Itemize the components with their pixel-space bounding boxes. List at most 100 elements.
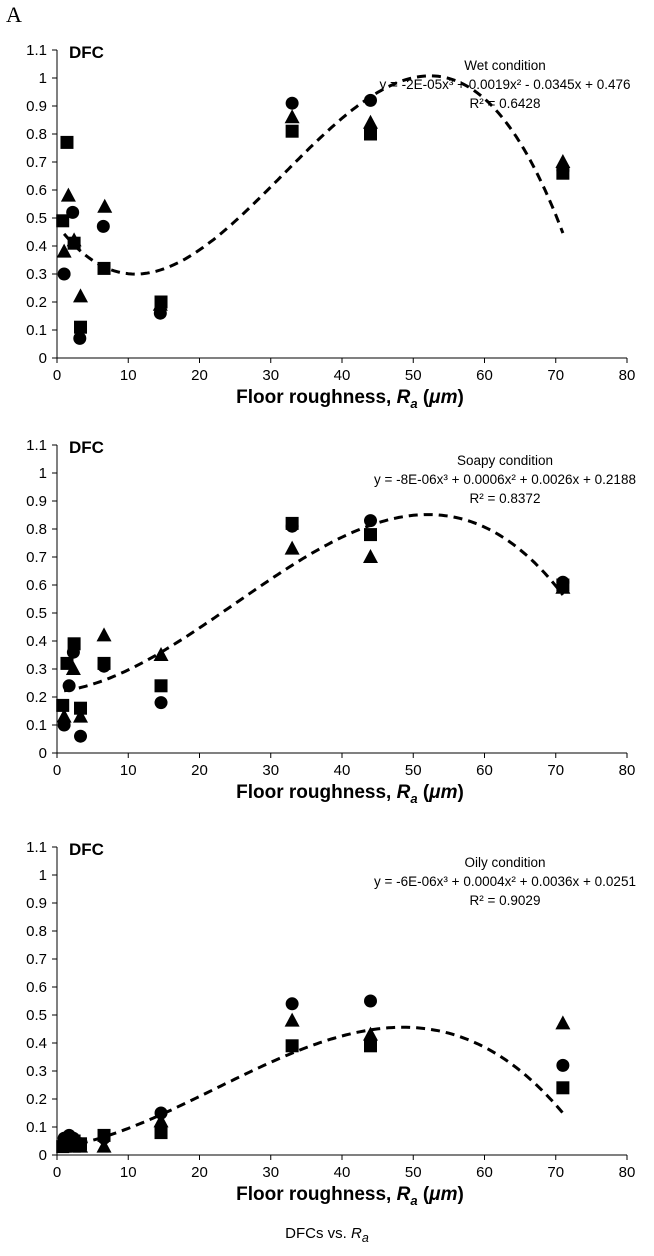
y-tick-label: 0.5 <box>26 210 47 227</box>
x-tick-label: 10 <box>120 367 137 384</box>
y-tick-label: 0.4 <box>26 633 47 650</box>
square-marker <box>556 1081 570 1095</box>
triangle-marker <box>555 154 571 168</box>
y-tick-label: 0.2 <box>26 689 47 706</box>
r-squared-label: R² = 0.8372 <box>470 491 541 506</box>
x-tick-label: 20 <box>191 367 208 384</box>
y-axis-label: DFC <box>69 438 104 457</box>
x-tick-label: 30 <box>262 1164 279 1181</box>
triangle-marker <box>153 647 169 661</box>
triangle-marker <box>96 627 112 642</box>
x-tick-label: 60 <box>476 1164 493 1181</box>
chart-soapy: 0 0.1 0.2 0.3 0.4 0.5 0.6 0.7 0.8 0.9 1 1.1 0 10 20 30 4… <box>0 425 654 805</box>
circle-marker <box>73 331 87 345</box>
circle-marker <box>96 219 110 233</box>
y-tick-label: 0.4 <box>26 238 47 255</box>
triangle-marker <box>60 187 76 202</box>
square-marker <box>56 698 70 712</box>
triangle-marker <box>363 114 378 129</box>
x-tick-label: 0 <box>53 367 61 384</box>
circle-marker <box>285 997 299 1011</box>
x-tick-label: 40 <box>334 1164 351 1181</box>
x-tick-label: 20 <box>191 1164 208 1181</box>
y-tick-label: 0.9 <box>26 493 47 510</box>
trend-line <box>63 1025 565 1149</box>
x-tick-label: 50 <box>405 762 422 779</box>
triangle-marker <box>284 540 300 555</box>
x-tick-label: 10 <box>120 762 137 779</box>
y-tick-label: 0.2 <box>26 1091 47 1108</box>
x-axis-label: Floor roughness, Ra (μm) <box>236 387 464 410</box>
chart-oily: 0 0.1 0.2 0.3 0.4 0.5 0.6 0.7 0.8 0.9 1 1.1 0 10 20 30 4… <box>0 827 654 1207</box>
triangle-marker <box>153 1113 169 1128</box>
y-tick-label: 0.6 <box>26 577 47 594</box>
panel-label: A <box>6 2 22 27</box>
y-tick-label: 1 <box>39 70 47 87</box>
square-marker <box>285 124 299 138</box>
x-tick-label: 40 <box>334 367 351 384</box>
x-tick-label: 50 <box>405 367 422 384</box>
trend-line <box>62 74 565 276</box>
y-tick-label: 0 <box>39 350 47 367</box>
x-tick-label: 0 <box>53 1164 61 1181</box>
y-tick-label: 0.6 <box>26 979 47 996</box>
circle-marker <box>57 267 71 281</box>
triangle-marker <box>363 1026 378 1041</box>
triangle-marker <box>66 232 82 247</box>
square-marker <box>74 701 88 715</box>
triangle-marker <box>96 1138 112 1153</box>
circle-marker <box>154 696 168 710</box>
y-tick-label: 0.1 <box>26 717 47 734</box>
triangle-marker <box>97 198 113 213</box>
triangle-marker <box>56 243 72 258</box>
circle-marker <box>364 514 377 528</box>
trend-equation: y = -2E-05x³ + 0.0019x² - 0.0345x + 0.47… <box>379 77 630 92</box>
y-tick-label: 0.1 <box>26 1119 47 1136</box>
square-marker <box>364 1039 377 1053</box>
trend-equation: y = -8E-06x³ + 0.0006x² + 0.0026x + 0.21… <box>374 472 636 487</box>
x-tick-label: 10 <box>120 1164 137 1181</box>
square-marker <box>556 166 570 180</box>
x-tick-label: 30 <box>262 367 279 384</box>
x-axis-label: Floor roughness, Ra (μm) <box>236 1184 464 1207</box>
square-marker <box>154 679 168 693</box>
triangle-marker <box>555 579 571 594</box>
r-squared-label: R² = 0.6428 <box>470 96 541 111</box>
y-tick-label: 0.1 <box>26 322 47 339</box>
circle-marker <box>364 994 377 1008</box>
square-marker <box>56 214 70 228</box>
triangle-marker <box>73 708 89 723</box>
triangle-marker <box>363 549 378 563</box>
y-tick-label: 1 <box>39 465 47 482</box>
triangle-marker <box>555 1015 571 1030</box>
triangle-marker <box>65 661 81 675</box>
square-marker <box>285 1039 299 1053</box>
r-squared-label: R² = 0.9029 <box>470 893 541 908</box>
chart-wet: 0 0.1 0.2 0.3 0.4 0.5 0.6 0.7 0.8 0.9 1 1.1 0 10 20 30 4… <box>0 30 654 410</box>
y-tick-label: 1.1 <box>26 437 47 454</box>
y-tick-label: 0.2 <box>26 294 47 311</box>
condition-label: Soapy condition <box>457 453 553 468</box>
condition-label: Wet condition <box>464 58 546 73</box>
y-tick-label: 0.6 <box>26 182 47 199</box>
y-tick-label: 0.8 <box>26 521 47 538</box>
y-tick-label: 0 <box>39 1147 47 1164</box>
trend-line <box>63 513 565 693</box>
x-axis-label: Floor roughness, Ra (μm) <box>236 782 464 805</box>
y-tick-label: 0.3 <box>26 661 47 678</box>
y-tick-label: 0.7 <box>26 951 47 968</box>
triangle-marker <box>152 296 168 311</box>
figure-caption: DFCs vs. Ra <box>285 1225 369 1245</box>
x-tick-label: 60 <box>476 367 493 384</box>
x-tick-label: 80 <box>619 367 636 384</box>
x-tick-label: 0 <box>53 762 61 779</box>
y-tick-label: 0.7 <box>26 549 47 566</box>
triangle-marker <box>284 1012 300 1027</box>
triangle-marker <box>284 109 300 124</box>
y-tick-label: 0.9 <box>26 98 47 115</box>
y-tick-label: 1.1 <box>26 839 47 856</box>
y-tick-label: 0 <box>39 745 47 762</box>
y-axis-label: DFC <box>69 840 104 859</box>
y-tick-label: 0.3 <box>26 1063 47 1080</box>
triangle-marker <box>56 708 72 723</box>
